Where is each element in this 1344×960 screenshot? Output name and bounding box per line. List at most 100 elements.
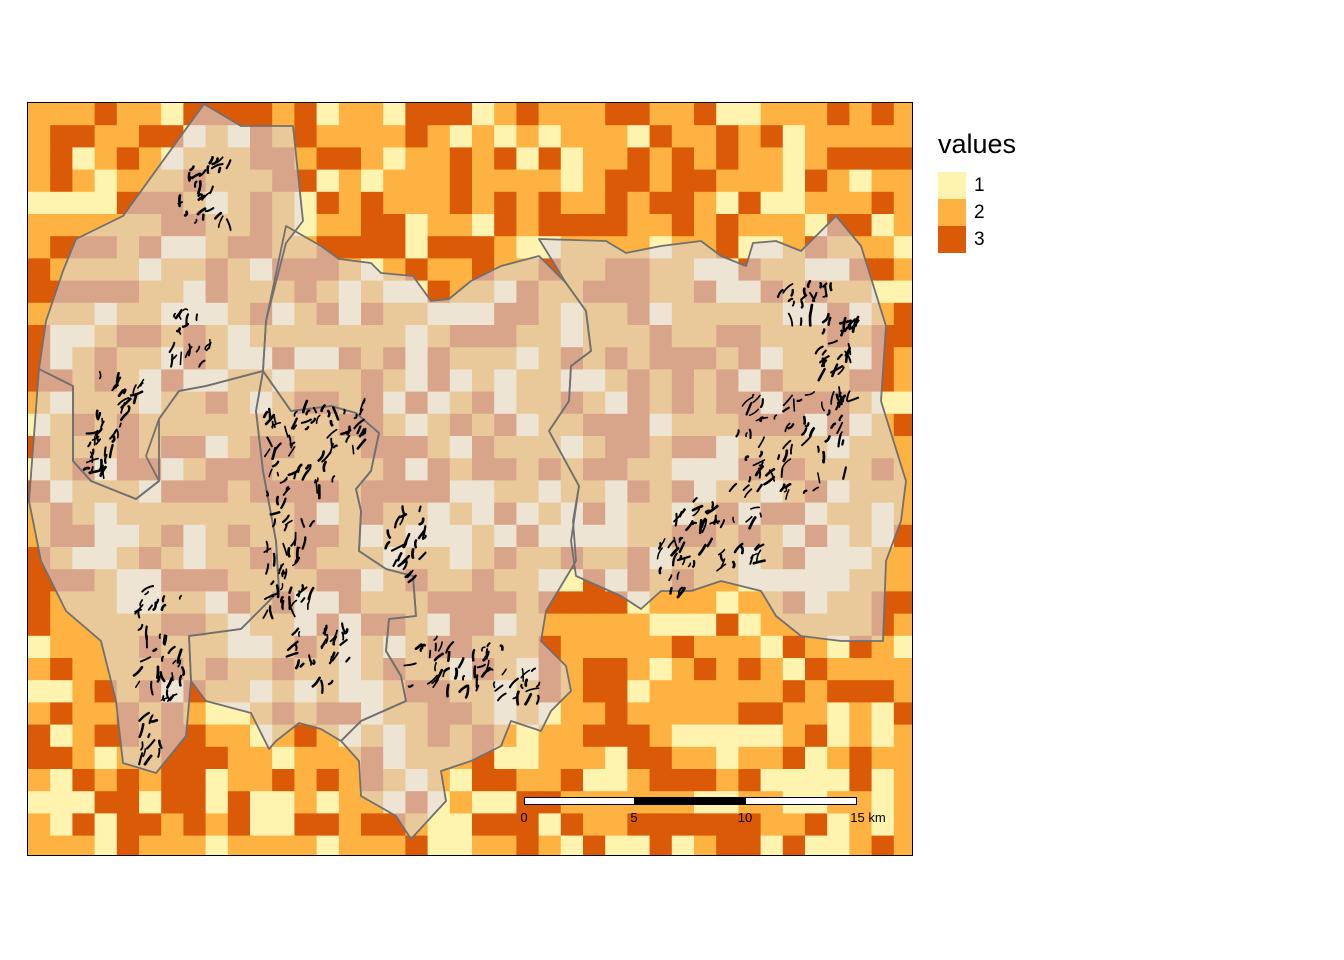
line-feature [824, 435, 831, 443]
raster-cell [272, 369, 295, 393]
raster-cell [405, 547, 429, 570]
raster-cell [449, 391, 473, 415]
raster-cell [494, 702, 517, 726]
raster-cell [94, 835, 118, 855]
raster-cell [893, 680, 912, 703]
raster-cell [671, 835, 695, 855]
raster-cell [494, 480, 517, 504]
raster-cell [893, 147, 912, 171]
raster-cell [161, 591, 184, 615]
raster-cell [472, 191, 495, 215]
raster-cell [583, 613, 606, 637]
line-feature [780, 467, 784, 478]
raster-cell [361, 746, 384, 770]
raster-cell [805, 813, 828, 837]
raster-cell [94, 569, 118, 592]
raster-cell [427, 191, 451, 215]
line-feature [854, 315, 860, 327]
raster-cell [72, 125, 96, 148]
raster-cell [139, 791, 162, 814]
line-feature [317, 450, 325, 462]
raster-cell [827, 658, 850, 681]
line-feature [811, 291, 818, 302]
raster-cell [760, 746, 784, 770]
line-feature [187, 171, 191, 180]
line-feature [264, 595, 275, 600]
raster-cell [538, 325, 562, 348]
raster-cell [383, 502, 406, 526]
line-feature [830, 391, 835, 405]
raster-cell [627, 502, 651, 526]
raster-cell [605, 436, 628, 459]
line-feature [193, 180, 198, 188]
raster-cell [716, 391, 739, 415]
line-feature [103, 446, 107, 457]
raster-cell [272, 214, 295, 237]
raster-cell [716, 724, 739, 748]
raster-cell [250, 502, 273, 526]
raster-cell [560, 724, 584, 748]
raster-cell [316, 325, 340, 348]
line-feature [210, 163, 224, 170]
line-feature [184, 345, 193, 359]
raster-cell [161, 280, 184, 304]
raster-cell [494, 191, 517, 215]
line-feature [178, 674, 183, 687]
raster-cell [538, 280, 562, 304]
raster-cell [805, 369, 828, 393]
line-feature [744, 455, 750, 462]
line-feature [806, 280, 812, 288]
raster-cell [738, 635, 762, 659]
raster-cell [338, 702, 362, 726]
raster-cell [671, 658, 695, 681]
line-feature [784, 482, 792, 489]
raster-cell [405, 325, 429, 348]
raster-cell [782, 214, 806, 237]
raster-cell [738, 369, 762, 393]
raster-cell [472, 724, 495, 748]
line-feature [266, 436, 273, 448]
raster-cell [738, 214, 762, 237]
line-feature [118, 422, 122, 428]
raster-cell [72, 436, 96, 459]
raster-cell [849, 547, 873, 570]
line-feature [744, 488, 753, 498]
line-feature [287, 547, 291, 558]
raster-cell [338, 791, 362, 814]
raster-cell [139, 658, 162, 681]
line-feature [421, 525, 427, 540]
raster-cell [849, 791, 873, 814]
line-feature [754, 543, 760, 550]
scale-bar: 0 5 10 15 km [520, 796, 886, 828]
raster-cell [893, 169, 912, 193]
raster-cell [627, 569, 651, 592]
raster-cell [28, 791, 51, 814]
raster-cell [449, 191, 473, 215]
raster-cell [183, 591, 207, 615]
line-feature [283, 568, 288, 580]
line-feature [756, 483, 763, 493]
raster-cell [494, 302, 517, 326]
line-feature [691, 521, 697, 526]
raster-cell [72, 791, 96, 814]
raster-cell [782, 302, 806, 326]
raster-cell [338, 547, 362, 570]
raster-cell [671, 480, 695, 504]
raster-cell [516, 125, 540, 148]
scale-bar-label-5: 5 [630, 810, 638, 825]
raster-cell [383, 125, 406, 148]
raster-cell [516, 214, 540, 237]
line-feature [821, 328, 826, 335]
raster-cell [272, 746, 295, 770]
raster-cell [183, 125, 207, 148]
line-feature [433, 635, 438, 641]
raster-cell [139, 325, 162, 348]
line-feature [117, 397, 130, 406]
raster-cell [849, 169, 873, 193]
raster-cell [50, 724, 73, 748]
raster-cell [205, 125, 229, 148]
raster-cell [716, 746, 739, 770]
line-feature [82, 466, 91, 471]
line-feature [351, 444, 355, 455]
line-feature [677, 586, 684, 596]
